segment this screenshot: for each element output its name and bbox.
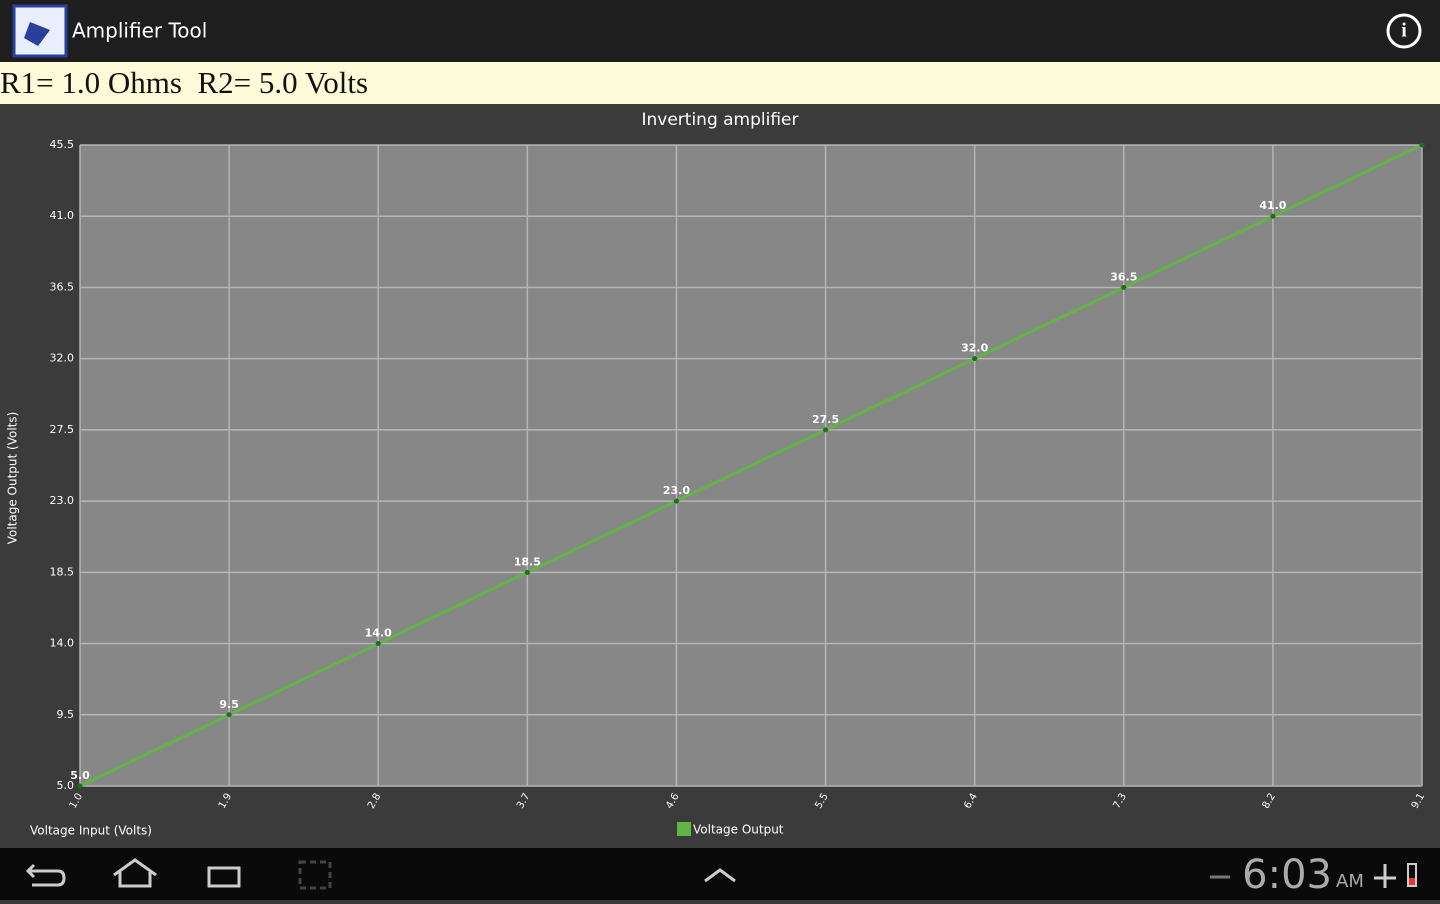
battery-level <box>1409 878 1415 885</box>
data-label: 32.0 <box>961 342 988 355</box>
data-point <box>375 641 381 647</box>
data-point <box>673 498 679 504</box>
airplane-icon <box>1374 864 1396 888</box>
data-label: 18.5 <box>514 555 541 568</box>
back-button[interactable] <box>25 863 66 887</box>
info-glyph: i <box>1401 20 1407 42</box>
nav-bar: 6:03 AM <box>0 848 1440 900</box>
y-tick-label: 45.5 <box>50 138 75 151</box>
data-label: 5.0 <box>70 769 90 782</box>
app-icon[interactable] <box>12 4 68 58</box>
data-label: 41.0 <box>1259 199 1286 212</box>
info-bar: R1= 1.0 Ohms R2= 5.0 Volts <box>0 62 1440 104</box>
data-label: 14.0 <box>365 627 392 640</box>
y-tick-label: 5.0 <box>57 779 75 792</box>
nav-bar-graphics: 6:03 AM <box>25 852 1417 898</box>
resistor-values: R1= 1.0 Ohms R2= 5.0 Volts <box>0 65 369 100</box>
data-point <box>1121 284 1127 290</box>
data-label: 23.0 <box>663 484 690 497</box>
x-axis-label: Voltage Input (Volts) <box>30 824 152 838</box>
chart: Inverting amplifier Voltage Output (Volt… <box>0 104 1440 848</box>
screenshot-button[interactable] <box>298 860 332 890</box>
up-button[interactable] <box>704 868 736 883</box>
icon-shape <box>24 22 50 46</box>
data-label: 9.5 <box>219 698 239 711</box>
home-button[interactable] <box>113 858 157 888</box>
clock-ampm: AM <box>1336 871 1364 892</box>
app-title: Amplifier Tool <box>72 19 207 43</box>
legend-swatch <box>677 822 691 836</box>
y-axis-label: Voltage Output (Volts) <box>6 412 20 545</box>
y-tick-label: 27.5 <box>50 423 75 436</box>
clock-time: 6:03 <box>1242 852 1332 898</box>
chart-title: Inverting amplifier <box>641 110 798 130</box>
data-line <box>79 143 1423 788</box>
y-tick-label: 23.0 <box>50 494 75 507</box>
app-bar-graphics: Amplifier Tool i <box>12 4 1422 58</box>
data-point <box>823 427 829 433</box>
data-point <box>77 783 83 789</box>
y-tick-label: 9.5 <box>57 708 75 721</box>
data-point <box>226 712 232 718</box>
data-point <box>1419 142 1425 148</box>
data-point <box>524 569 530 575</box>
y-tick-label: 18.5 <box>50 565 75 578</box>
data-point <box>972 356 978 362</box>
recent-apps-button[interactable] <box>207 866 241 888</box>
legend-label: Voltage Output <box>693 823 784 837</box>
data-label: 27.5 <box>812 413 839 426</box>
data-point <box>1270 213 1276 219</box>
y-tick-label: 32.0 <box>50 352 75 365</box>
y-tick-label: 14.0 <box>50 637 75 650</box>
app-bar: Amplifier Tool i <box>0 0 1440 62</box>
y-tick-label: 36.5 <box>50 280 75 293</box>
battery-icon <box>1407 863 1417 887</box>
data-label: 36.5 <box>1110 270 1137 283</box>
info-button[interactable] <box>1386 13 1422 49</box>
y-tick-label: 41.0 <box>50 209 75 222</box>
